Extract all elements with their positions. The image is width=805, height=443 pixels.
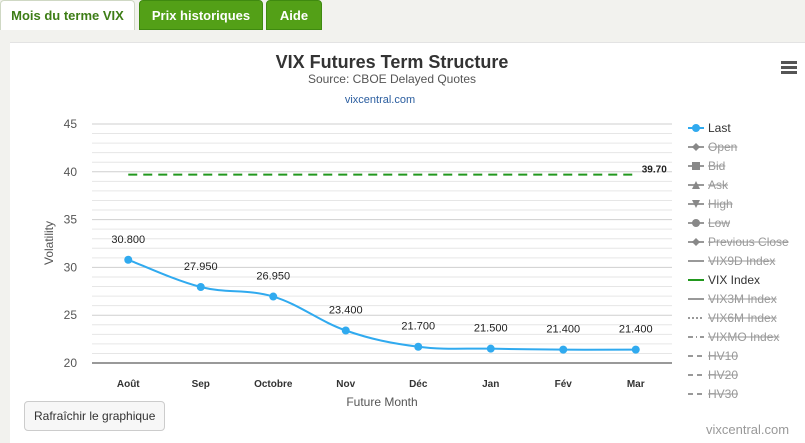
y-tick-label: 35: [64, 213, 78, 227]
legend-item[interactable]: HV20: [688, 368, 738, 382]
data-label-vix-index: 39.70: [642, 165, 667, 176]
data-point-last: [486, 344, 495, 353]
data-label-last: 21.400: [619, 324, 653, 336]
series-line-last: [127, 258, 636, 351]
data-label-last: 23.400: [329, 304, 363, 316]
tab-vix-term-months[interactable]: Mois du terme VIX: [0, 0, 135, 30]
x-axis-ticks: Août Sep Octobre Nov Déc Jan Fév Mar: [117, 379, 645, 390]
legend-item[interactable]: Low: [688, 216, 730, 230]
legend-item[interactable]: Last: [688, 121, 731, 135]
legend-marker: [692, 124, 700, 132]
legend: Last Open Bid Ask High Low Previous Close VIX9D…: [688, 121, 789, 401]
data-label-last: 27.950: [184, 261, 218, 273]
x-tick-label: Mar: [627, 379, 645, 390]
data-point-last: [341, 326, 350, 335]
x-tick-label: Fév: [555, 379, 573, 390]
chart-link[interactable]: vixcentral.com: [345, 94, 415, 106]
legend-item[interactable]: VIXMO Index: [688, 330, 780, 344]
data-label-last: 21.700: [401, 321, 435, 333]
legend-item[interactable]: HV30: [688, 387, 738, 401]
x-axis-label: Future Month: [346, 395, 417, 409]
x-tick-label: Déc: [409, 379, 428, 390]
data-point-last: [269, 292, 278, 301]
legend-item[interactable]: VIX3M Index: [688, 292, 777, 306]
legend-item[interactable]: VIX9D Index: [688, 254, 776, 268]
legend-marker: [692, 143, 700, 151]
y-tick-label: 40: [64, 165, 78, 179]
chart-title: VIX Futures Term Structure: [276, 52, 509, 72]
tab-historical-prices[interactable]: Prix historiques: [139, 0, 263, 30]
data-point-last: [124, 255, 133, 264]
legend-item[interactable]: VIX6M Index: [688, 311, 777, 325]
tab-help[interactable]: Aide: [266, 0, 322, 30]
legend-marker: [692, 219, 700, 227]
legend-marker: [692, 181, 700, 189]
grid-lines: [92, 123, 672, 364]
chart-subtitle: Source: CBOE Delayed Quotes: [308, 72, 476, 86]
legend-item[interactable]: Open: [688, 140, 738, 154]
legend-item[interactable]: Ask: [688, 178, 729, 192]
x-tick-label: Jan: [482, 379, 499, 390]
legend-item[interactable]: HV10: [688, 349, 738, 363]
data-label-last: 26.950: [256, 271, 290, 283]
credit-link[interactable]: vixcentral.com: [706, 422, 790, 437]
y-axis-ticks: 20 25 30 35 40 45: [64, 117, 78, 370]
y-axis-label: Volatility: [42, 221, 56, 265]
x-tick-label: Octobre: [254, 379, 293, 390]
legend-label: Last: [708, 121, 731, 135]
tab-bar: Mois du terme VIX Prix historiques Aide: [0, 0, 805, 30]
legend-marker: [692, 200, 700, 208]
data-point-last: [196, 282, 205, 291]
data-label-last: 21.500: [474, 323, 508, 335]
data-label-last: 21.400: [546, 324, 580, 336]
refresh-chart-button[interactable]: Rafraîchir le graphique: [24, 401, 166, 431]
legend-item[interactable]: Bid: [688, 159, 726, 173]
legend-item[interactable]: VIX Index: [688, 273, 760, 287]
legend-item[interactable]: High: [688, 197, 733, 211]
y-tick-label: 30: [64, 260, 78, 274]
legend-marker: [692, 238, 700, 246]
data-label-last: 30.800: [111, 234, 145, 246]
y-tick-label: 20: [64, 356, 78, 370]
legend-item[interactable]: Previous Close: [688, 235, 789, 249]
data-point-last: [559, 345, 568, 354]
y-tick-label: 25: [64, 308, 78, 322]
data-point-last: [631, 345, 640, 354]
x-tick-label: Août: [117, 379, 140, 390]
chart-panel: [10, 42, 805, 443]
legend-marker: [692, 162, 700, 170]
menu-icon[interactable]: [781, 61, 797, 75]
y-tick-label: 45: [64, 117, 78, 131]
x-tick-label: Nov: [336, 379, 355, 390]
x-tick-label: Sep: [192, 379, 210, 390]
data-point-last: [414, 342, 423, 351]
legend-label: VIX Index: [708, 273, 760, 287]
series-layer: 39.70 30.800 27.950 26.950 23.400 21.700 21.50…: [111, 165, 667, 354]
